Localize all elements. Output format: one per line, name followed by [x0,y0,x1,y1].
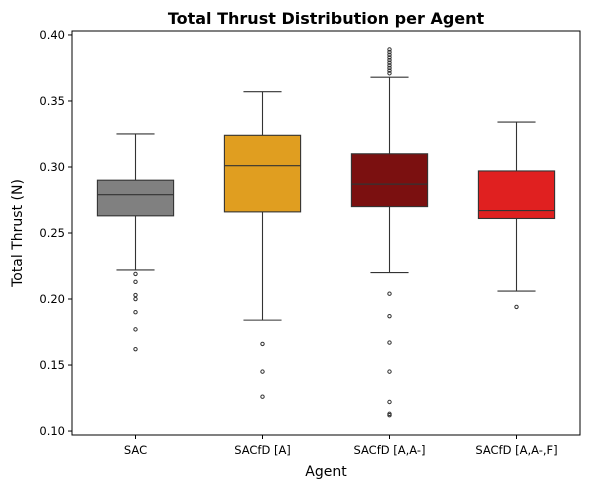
outlier-point [387,71,392,76]
outlier-point [133,346,138,352]
y-tick-label: 0.30 [39,160,65,174]
outlier-point [133,279,138,285]
outlier-point [387,313,392,319]
outlier-point [133,292,138,298]
x-axis: SAC SACfD [A] SACfD [A,A-] SACfD [A,A-,F] [124,435,558,457]
y-tick-label: 0.40 [39,28,65,42]
x-tick-label: SACfD [A] [234,443,291,457]
outlier-point [387,291,392,296]
outlier-point [387,60,392,65]
x-axis-label: Agent [305,464,347,480]
outlier-point [387,399,392,405]
box-group [350,47,429,418]
outlier-point [387,52,392,57]
outlier-point [387,65,392,71]
outlier-point [387,340,392,345]
outlier-point [387,68,392,73]
outlier-point [260,394,265,399]
box-group [223,91,302,399]
outlier-point [387,369,392,374]
outlier-point [387,47,392,52]
box-iqr [350,153,429,208]
chart-title: Total Thrust Distribution per Agent [168,9,485,28]
y-tick-label: 0.35 [39,94,65,108]
outlier-point [387,57,392,63]
x-tick-label: SAC [124,443,147,457]
plot-frame [71,30,581,436]
outlier-point [133,271,138,277]
outlier-point [387,63,392,68]
outlier-point [133,310,138,315]
y-tick-label: 0.25 [39,226,65,240]
outlier-point [133,327,138,332]
outlier-point [387,49,392,55]
outlier-point [133,296,138,302]
box-group [96,133,175,352]
box-iqr [477,170,556,220]
box-iqr [96,179,175,217]
y-axis: 0.10 0.15 0.20 0.25 0.30 0.35 0.40 [39,28,72,438]
box-iqr [223,134,302,213]
outlier-point [387,412,392,418]
outlier-point [514,304,519,310]
y-tick-label: 0.15 [39,358,65,372]
outlier-point [260,369,265,374]
outlier-point [387,55,392,60]
plot-area [71,30,581,436]
x-tick-label: SACfD [A,A-] [353,443,425,457]
box-group [477,121,556,310]
y-tick-label: 0.10 [39,424,65,438]
outlier-point [260,341,265,347]
y-tick-label: 0.20 [39,292,65,306]
y-axis-label: Total Thrust (N) [10,179,26,288]
x-tick-label: SACfD [A,A-,F] [475,443,557,457]
